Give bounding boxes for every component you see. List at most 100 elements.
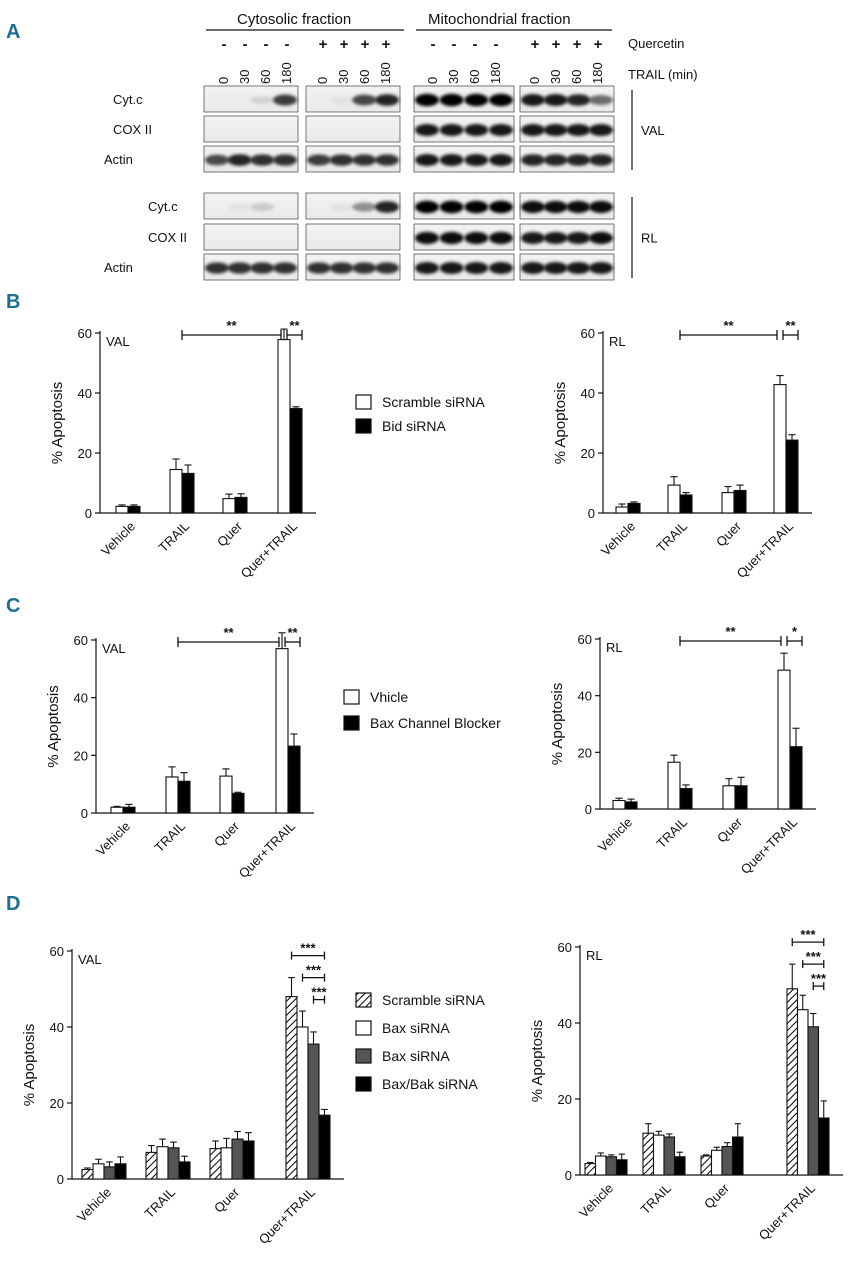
blot-band	[566, 232, 591, 244]
bar	[679, 494, 693, 514]
blot-band	[439, 231, 464, 245]
blot-band	[566, 200, 591, 214]
category-label: Quer+TRAIL	[238, 519, 300, 581]
blot-band	[489, 93, 513, 107]
bar	[733, 489, 747, 514]
y-tick-label: 0	[57, 1172, 64, 1187]
blot-band	[489, 154, 513, 166]
blot-band	[566, 124, 591, 136]
blot-band	[464, 262, 489, 274]
blot-band	[415, 124, 439, 136]
bar	[615, 1159, 628, 1176]
blot-band	[205, 154, 229, 166]
category-label: TRAIL	[155, 519, 192, 556]
bar-chart-d-rl: 0 20 40 60 % Apoptosis RL Vehicle TRAIL Quer Quer…	[529, 927, 843, 1243]
blot-band	[589, 262, 613, 274]
category-label: Quer	[211, 818, 243, 850]
blot-band	[589, 124, 613, 136]
category-label: Quer+TRAIL	[756, 1181, 818, 1243]
blot-band	[352, 94, 377, 106]
bar	[773, 384, 787, 514]
blot-row-label: Actin	[104, 260, 133, 275]
category-label: Quer	[714, 814, 746, 846]
bar	[277, 339, 291, 514]
panel-letter-b: B	[6, 291, 20, 313]
blot-band	[521, 262, 545, 274]
panel-letter-a: A	[6, 21, 20, 43]
bar	[807, 1026, 820, 1176]
quercetin-sign: -	[452, 36, 457, 53]
blot-band	[464, 200, 489, 214]
blot-band	[227, 262, 252, 274]
blot-band	[375, 201, 399, 213]
panel-letter-c: C	[6, 595, 20, 617]
bar	[209, 1148, 222, 1180]
blot-band	[307, 154, 331, 166]
blot-band	[464, 124, 489, 136]
bar	[178, 1161, 191, 1180]
bar	[156, 1146, 169, 1180]
blot-band	[543, 232, 568, 244]
y-tick-label: 60	[74, 633, 88, 648]
y-axis-label: % Apoptosis	[45, 685, 62, 768]
chart-title: RL	[609, 334, 626, 349]
time-point-label: 30	[237, 70, 252, 84]
bar	[615, 506, 629, 514]
blot-band	[439, 154, 464, 166]
blot-band	[205, 262, 229, 274]
bar	[231, 792, 245, 814]
category-label: Quer+TRAIL	[256, 1185, 318, 1247]
bar	[169, 468, 183, 514]
bar	[785, 439, 799, 514]
legend-label: Bax/Bak siRNA	[382, 1076, 478, 1092]
bar	[663, 1136, 676, 1176]
legend-swatch	[355, 992, 372, 1008]
blot-row-label: Cyt.c	[113, 92, 143, 107]
category-label: Quer+TRAIL	[738, 815, 800, 877]
bar	[145, 1151, 158, 1180]
y-tick-label: 60	[581, 326, 595, 341]
significance-label: **	[725, 624, 736, 639]
bar	[167, 1147, 180, 1180]
y-tick-label: 20	[50, 1096, 64, 1111]
blot-band	[566, 154, 591, 166]
category-label: Vehicle	[598, 519, 638, 559]
legend-swatch	[355, 1076, 372, 1092]
bar	[307, 1043, 320, 1180]
significance-label: **	[223, 625, 234, 640]
significance-label: ***	[300, 941, 316, 956]
quercetin-sign: +	[531, 36, 540, 53]
category-label: Vehicle	[74, 1185, 114, 1225]
chart-title: RL	[606, 640, 623, 655]
bar	[817, 1117, 830, 1176]
legend-label: Bax Channel Blocker	[370, 715, 501, 731]
time-point-label: 30	[336, 70, 351, 84]
category-label: TRAIL	[653, 519, 690, 556]
blot-band	[543, 94, 568, 106]
blot-band	[375, 262, 399, 274]
y-axis-label: % Apoptosis	[552, 382, 569, 465]
bar	[796, 1009, 809, 1176]
quercetin-sign: -	[264, 36, 269, 53]
category-label: Vehicle	[576, 1181, 616, 1221]
bar	[219, 775, 233, 814]
time-point-label: 180	[279, 62, 294, 84]
y-tick-label: 0	[85, 506, 92, 521]
bar-chart-b-rl: 0 20 40 60 % Apoptosis RL Vehicle TRAIL QuerQuer…	[552, 318, 812, 581]
blot-band	[250, 154, 275, 166]
blot-band	[566, 262, 591, 274]
blot-band	[521, 124, 545, 136]
quercetin-sign: +	[552, 36, 561, 53]
time-point-label: 180	[488, 62, 503, 84]
significance-label: **	[226, 318, 237, 333]
bar	[285, 996, 298, 1180]
bar	[296, 1026, 309, 1180]
bar	[231, 1138, 244, 1180]
blot-band	[375, 154, 399, 166]
quercetin-sign: +	[594, 36, 603, 53]
blot-band	[489, 262, 513, 274]
bar	[605, 1156, 618, 1176]
bar	[110, 806, 124, 814]
cell-line-label: RL	[641, 231, 658, 246]
blot-membrane	[305, 115, 401, 143]
